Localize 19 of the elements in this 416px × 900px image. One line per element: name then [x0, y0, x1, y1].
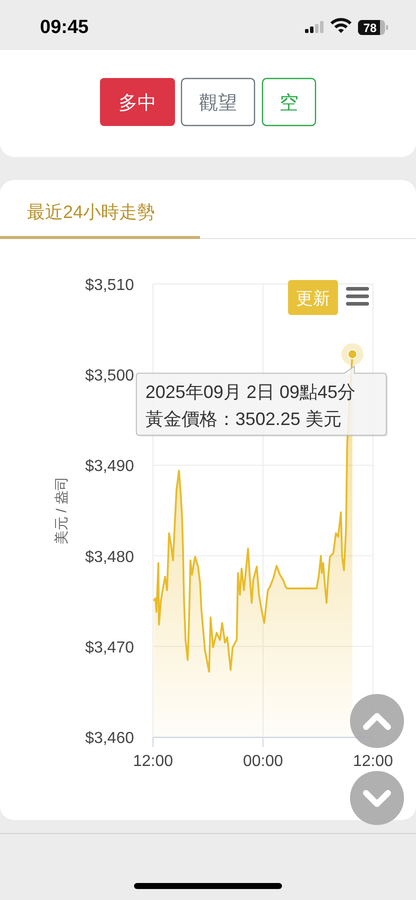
x-tick-label: 12:00	[132, 753, 174, 770]
x-tick-label: 00:00	[242, 753, 284, 770]
text: 觀望	[199, 93, 237, 114]
y-tick-label: $3,480	[85, 548, 134, 566]
annotation: 2025年09月 2日 09點45分	[145, 382, 356, 402]
x-tick-label: 12:00	[352, 753, 394, 770]
annotation: 黃金價格：3502.25 美元	[145, 409, 342, 430]
y-tick-label: $3,460	[85, 730, 134, 747]
text: 78	[363, 21, 377, 35]
text: 多中	[118, 93, 156, 114]
annotation: 更新	[296, 289, 330, 308]
text: 09:45	[40, 17, 90, 38]
chart-title: 最近24小時走勢	[27, 202, 156, 222]
y-tick-label: $3,500	[85, 368, 134, 385]
y-tick-label: $3,490	[85, 458, 134, 476]
y-tick-label: $3,470	[85, 639, 134, 656]
text: 空	[280, 92, 298, 114]
y-tick-label: $3,510	[85, 277, 134, 294]
y-axis-title: 美元 / 盎司	[53, 476, 69, 544]
